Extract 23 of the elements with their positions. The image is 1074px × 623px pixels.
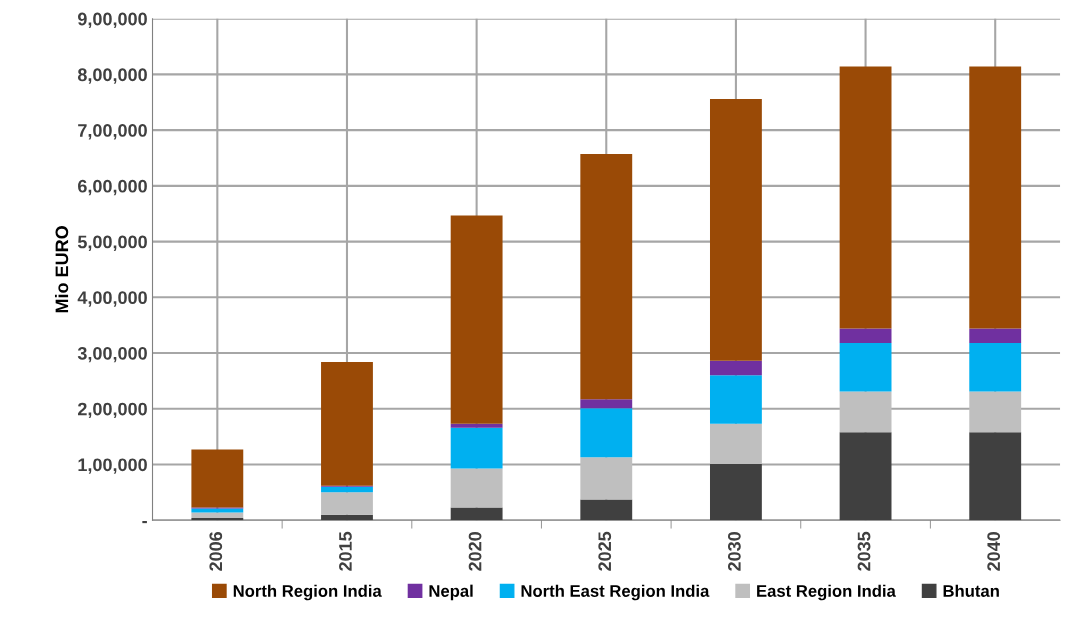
x-tick-label: 2035 xyxy=(857,531,871,571)
y-tick-label: 1,00,000 xyxy=(78,458,147,474)
x-tick-label: 2025 xyxy=(598,531,612,571)
legend-label: Nepal xyxy=(429,584,473,601)
legend-label: Bhutan xyxy=(943,584,999,597)
legend-label: North East Region India xyxy=(521,584,710,601)
y-tick-label: 3,00,000 xyxy=(77,346,147,363)
y-tick-label: - xyxy=(142,520,147,524)
x-tick-label: 2006 xyxy=(209,531,223,571)
y-tick-label: 7,00,000 xyxy=(78,124,147,140)
y-tick-label: 9,00,000 xyxy=(78,12,147,29)
x-tick-label: 2020 xyxy=(468,532,482,571)
y-tick-label: 8,00,000 xyxy=(77,68,147,84)
x-tick-label: 2030 xyxy=(727,532,741,571)
legend-label: East Region India xyxy=(757,584,896,601)
x-tick-label: 2040 xyxy=(987,532,1001,571)
x-tick-label: 2015 xyxy=(339,531,352,571)
y-tick-label: 4,00,000 xyxy=(77,291,147,307)
y-tick-label: 5,00,000 xyxy=(77,235,147,251)
y-tick-label: 6,00,000 xyxy=(78,179,147,196)
legend-label: North Region India xyxy=(233,584,382,601)
y-tick-label: 2,00,000 xyxy=(78,402,147,419)
y-axis-title: Mio EURO xyxy=(54,226,69,313)
